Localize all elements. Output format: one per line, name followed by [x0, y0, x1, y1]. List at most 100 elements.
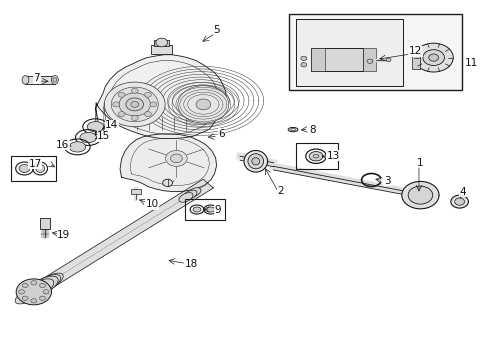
Circle shape — [301, 63, 307, 67]
Bar — [289, 14, 462, 90]
Ellipse shape — [309, 152, 323, 161]
Ellipse shape — [193, 207, 201, 212]
Ellipse shape — [187, 188, 201, 197]
Circle shape — [423, 50, 444, 66]
Circle shape — [163, 179, 172, 186]
Bar — [151, 45, 172, 54]
Text: 14: 14 — [105, 120, 119, 130]
Circle shape — [131, 88, 138, 93]
Ellipse shape — [19, 165, 30, 172]
Ellipse shape — [244, 150, 268, 172]
Bar — [185, 199, 225, 220]
Circle shape — [40, 296, 46, 300]
Text: 18: 18 — [184, 258, 198, 269]
Ellipse shape — [31, 275, 61, 294]
Ellipse shape — [69, 142, 86, 152]
Circle shape — [367, 59, 373, 63]
Ellipse shape — [252, 158, 260, 165]
Text: 15: 15 — [97, 131, 111, 141]
Ellipse shape — [386, 58, 391, 62]
Text: 3: 3 — [384, 176, 391, 186]
Ellipse shape — [22, 76, 29, 84]
Text: 16: 16 — [56, 140, 70, 150]
Circle shape — [408, 186, 433, 204]
Circle shape — [40, 283, 46, 288]
Circle shape — [301, 56, 307, 60]
Circle shape — [166, 150, 187, 166]
Bar — [363, 48, 376, 71]
Text: 1: 1 — [417, 158, 424, 168]
Circle shape — [145, 112, 151, 117]
Ellipse shape — [183, 190, 197, 200]
Ellipse shape — [18, 283, 48, 302]
Bar — [154, 40, 169, 46]
Text: 19: 19 — [57, 230, 71, 240]
Circle shape — [22, 296, 28, 300]
Text: 7: 7 — [33, 73, 40, 84]
Text: 11: 11 — [465, 58, 478, 68]
Ellipse shape — [87, 122, 104, 132]
Ellipse shape — [24, 276, 58, 298]
Bar — [296, 19, 403, 86]
Ellipse shape — [248, 154, 264, 169]
Circle shape — [43, 290, 49, 294]
Ellipse shape — [53, 78, 57, 82]
Circle shape — [119, 93, 150, 116]
Bar — [11, 156, 56, 181]
Circle shape — [19, 290, 25, 294]
Polygon shape — [24, 179, 213, 300]
Text: 9: 9 — [215, 204, 221, 215]
Circle shape — [150, 102, 157, 107]
Circle shape — [131, 116, 138, 121]
Ellipse shape — [207, 207, 215, 212]
Circle shape — [145, 92, 151, 97]
Polygon shape — [96, 55, 226, 139]
Text: 17: 17 — [28, 159, 42, 169]
Text: 13: 13 — [326, 150, 340, 161]
Ellipse shape — [20, 279, 54, 301]
Polygon shape — [120, 134, 217, 192]
Circle shape — [131, 102, 139, 107]
Circle shape — [16, 279, 51, 305]
Circle shape — [429, 54, 439, 61]
Ellipse shape — [80, 132, 97, 143]
Bar — [296, 143, 338, 169]
Text: 8: 8 — [309, 125, 316, 135]
Ellipse shape — [15, 287, 42, 304]
Circle shape — [126, 98, 144, 111]
Circle shape — [118, 92, 125, 97]
Bar — [412, 46, 420, 69]
Circle shape — [455, 198, 465, 205]
Text: 2: 2 — [277, 186, 284, 196]
Circle shape — [171, 154, 182, 163]
Circle shape — [414, 43, 453, 72]
Text: 12: 12 — [409, 46, 422, 56]
Circle shape — [31, 281, 37, 285]
Bar — [25, 76, 55, 84]
Text: 6: 6 — [218, 129, 225, 139]
Circle shape — [451, 195, 468, 208]
Circle shape — [31, 299, 37, 303]
Circle shape — [178, 86, 229, 123]
Circle shape — [22, 283, 28, 288]
Ellipse shape — [179, 193, 193, 202]
Text: 4: 4 — [460, 186, 466, 197]
Bar — [311, 48, 325, 71]
Circle shape — [113, 102, 120, 107]
Text: 5: 5 — [213, 24, 220, 35]
Ellipse shape — [288, 127, 298, 132]
Ellipse shape — [51, 76, 58, 84]
Ellipse shape — [37, 273, 63, 291]
Ellipse shape — [313, 154, 319, 158]
Bar — [40, 218, 50, 229]
Circle shape — [104, 82, 165, 127]
Bar — [131, 189, 141, 194]
Bar — [311, 48, 363, 71]
Circle shape — [402, 181, 439, 209]
Text: 10: 10 — [146, 199, 158, 210]
Circle shape — [111, 87, 158, 122]
Circle shape — [118, 112, 125, 117]
Circle shape — [196, 99, 211, 110]
Circle shape — [156, 38, 168, 47]
Ellipse shape — [36, 165, 45, 172]
